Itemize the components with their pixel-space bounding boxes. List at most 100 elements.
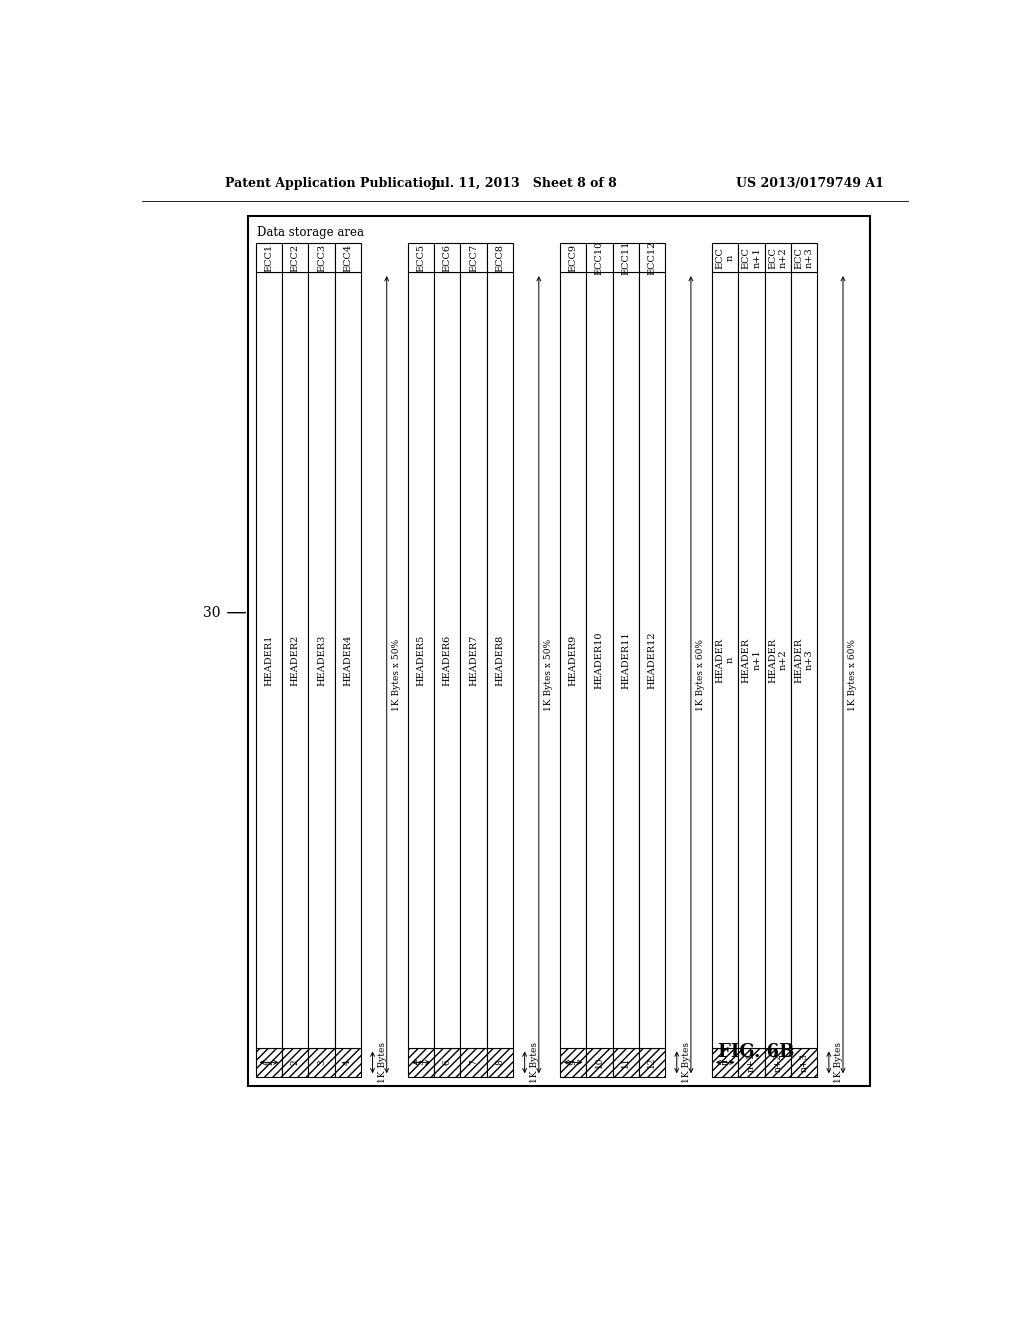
Text: 1: 1: [264, 1060, 273, 1065]
Text: ECC3: ECC3: [317, 244, 326, 272]
Text: HEADER
n+1: HEADER n+1: [741, 638, 761, 682]
Text: 2: 2: [291, 1060, 300, 1065]
Bar: [560, 1048, 587, 1077]
Text: FIG. 6B: FIG. 6B: [718, 1043, 794, 1060]
Bar: [461, 1048, 486, 1077]
Text: ECC1: ECC1: [264, 244, 273, 272]
Bar: [256, 1048, 282, 1077]
Bar: [612, 272, 639, 1048]
Text: 6: 6: [442, 1060, 452, 1065]
Bar: [434, 243, 461, 272]
Text: HEADER8: HEADER8: [496, 635, 504, 685]
Text: n: n: [721, 1060, 730, 1065]
Bar: [408, 1048, 434, 1077]
Text: HEADER
n+3: HEADER n+3: [795, 638, 814, 682]
Text: ECC4: ECC4: [343, 244, 352, 272]
Text: 1K Bytes: 1K Bytes: [682, 1041, 691, 1082]
Bar: [308, 1048, 335, 1077]
Bar: [486, 243, 513, 272]
Text: 8: 8: [496, 1060, 504, 1065]
Bar: [765, 1048, 791, 1077]
Text: n+3: n+3: [800, 1053, 808, 1072]
Bar: [408, 272, 434, 1048]
Text: HEADER9: HEADER9: [568, 635, 578, 685]
Bar: [461, 243, 486, 272]
Text: US 2013/0179749 A1: US 2013/0179749 A1: [736, 177, 884, 190]
Text: HEADER5: HEADER5: [417, 635, 426, 685]
Text: HEADER
n+2: HEADER n+2: [768, 638, 787, 682]
Bar: [282, 243, 308, 272]
Text: HEADER3: HEADER3: [317, 635, 326, 686]
Bar: [408, 243, 434, 272]
Bar: [256, 272, 282, 1048]
Text: ECC7: ECC7: [469, 244, 478, 272]
Text: Jul. 11, 2013   Sheet 8 of 8: Jul. 11, 2013 Sheet 8 of 8: [431, 177, 618, 190]
Bar: [282, 272, 308, 1048]
Bar: [434, 272, 461, 1048]
Text: ECC6: ECC6: [442, 244, 452, 272]
Text: 7: 7: [469, 1060, 478, 1065]
Bar: [712, 272, 738, 1048]
Text: 1K Bytes: 1K Bytes: [378, 1041, 387, 1082]
Bar: [434, 1048, 461, 1077]
Text: 1K Bytes x 50%: 1K Bytes x 50%: [544, 639, 553, 710]
Text: 1K Bytes: 1K Bytes: [835, 1041, 844, 1082]
Bar: [587, 272, 612, 1048]
Text: ECC
n+3: ECC n+3: [795, 247, 814, 269]
Bar: [791, 272, 817, 1048]
Bar: [712, 1048, 738, 1077]
Text: 9: 9: [568, 1060, 578, 1065]
Text: 1K Bytes: 1K Bytes: [530, 1041, 539, 1082]
Bar: [486, 272, 513, 1048]
Text: 30: 30: [203, 606, 220, 619]
Text: HEADER1: HEADER1: [264, 635, 273, 686]
Bar: [308, 272, 335, 1048]
Bar: [765, 272, 791, 1048]
Text: HEADER7: HEADER7: [469, 635, 478, 686]
Bar: [738, 1048, 765, 1077]
Text: 3: 3: [317, 1060, 326, 1065]
Bar: [335, 243, 360, 272]
Text: HEADER10: HEADER10: [595, 631, 604, 689]
Text: HEADER12: HEADER12: [647, 631, 656, 689]
Bar: [639, 1048, 665, 1077]
Text: n+1: n+1: [746, 1053, 756, 1072]
Bar: [738, 272, 765, 1048]
Text: Patent Application Publication: Patent Application Publication: [225, 177, 440, 190]
Text: ECC11: ECC11: [622, 240, 630, 275]
Text: HEADER
n: HEADER n: [716, 638, 735, 682]
Bar: [612, 1048, 639, 1077]
Text: HEADER6: HEADER6: [442, 635, 452, 685]
Text: ECC9: ECC9: [568, 244, 578, 272]
Text: HEADER11: HEADER11: [622, 631, 630, 689]
Text: 1K Bytes x 60%: 1K Bytes x 60%: [849, 639, 857, 710]
Text: HEADER2: HEADER2: [291, 635, 300, 686]
Bar: [639, 243, 665, 272]
Bar: [282, 1048, 308, 1077]
Bar: [765, 243, 791, 272]
Text: ECC5: ECC5: [417, 244, 426, 272]
Bar: [738, 243, 765, 272]
Text: 5: 5: [417, 1060, 426, 1065]
Bar: [587, 1048, 612, 1077]
Text: ECC12: ECC12: [647, 240, 656, 275]
Bar: [248, 216, 870, 1086]
Text: ECC
n+2: ECC n+2: [768, 247, 787, 269]
Bar: [587, 243, 612, 272]
Bar: [486, 1048, 513, 1077]
Bar: [560, 243, 587, 272]
Text: ECC8: ECC8: [496, 244, 504, 272]
Text: 12: 12: [647, 1057, 656, 1068]
Bar: [461, 272, 486, 1048]
Bar: [256, 243, 282, 272]
Text: ECC
n+1: ECC n+1: [741, 247, 761, 269]
Text: 1K Bytes x 60%: 1K Bytes x 60%: [696, 639, 706, 710]
Bar: [308, 243, 335, 272]
Bar: [712, 243, 738, 272]
Bar: [791, 1048, 817, 1077]
Text: ECC2: ECC2: [291, 244, 300, 272]
Bar: [612, 243, 639, 272]
Text: ECC10: ECC10: [595, 240, 604, 275]
Bar: [335, 1048, 360, 1077]
Text: 1K Bytes x 50%: 1K Bytes x 50%: [392, 639, 401, 710]
